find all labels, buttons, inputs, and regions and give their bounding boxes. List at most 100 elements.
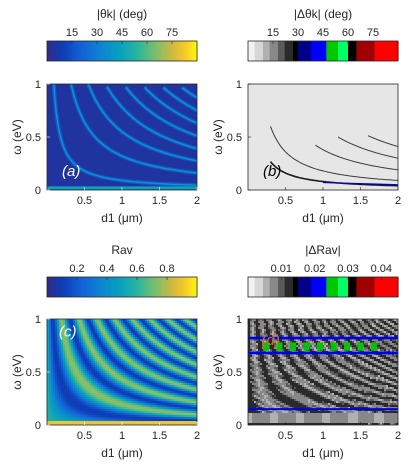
heatmap-cell (103, 321, 106, 324)
heatmap-cell (129, 407, 132, 410)
colorbar-cell (371, 277, 374, 297)
heatmap-cell (181, 389, 184, 392)
heatmap-cell (147, 369, 150, 372)
heatmap-cell (123, 377, 126, 380)
colorbar-cell (374, 41, 377, 61)
heatmap-cell (139, 373, 142, 376)
heatmap-cell (71, 387, 74, 390)
heatmap-cell (63, 379, 66, 382)
colorbar-cell (383, 41, 386, 61)
heatmap-cell (69, 413, 72, 416)
colorbar-cell (353, 41, 356, 61)
heatmap-cell (61, 353, 64, 356)
heatmap-cell (89, 345, 92, 348)
heatmap-cell (260, 391, 263, 394)
heatmap-cell (61, 401, 64, 404)
heatmap-cell (189, 393, 192, 396)
heatmap-cell (155, 365, 158, 368)
heatmap-cell (113, 419, 116, 422)
heatmap-cell (266, 365, 269, 368)
heatmap-cell (127, 411, 130, 414)
heatmap-cell (125, 391, 128, 394)
heatmap-cell (81, 355, 84, 358)
heatmap-cell (51, 357, 54, 360)
heatmap-cell (161, 417, 164, 420)
heatmap-cell (131, 377, 134, 380)
heatmap-cell (119, 383, 122, 386)
heatmap-cell (258, 397, 261, 400)
heatmap-cell (51, 375, 54, 378)
heatmap-cell (87, 355, 90, 358)
heatmap-cell (97, 381, 100, 384)
heatmap-cell (89, 335, 92, 338)
heatmap-cell (175, 367, 178, 370)
heatmap-cell (87, 335, 90, 338)
heatmap-cell (81, 353, 84, 356)
heatmap-cell (133, 329, 136, 332)
heatmap-cell (167, 329, 170, 332)
heatmap-cell (111, 349, 114, 352)
heatmap-cell (85, 321, 88, 324)
heatmap-cell (119, 347, 122, 350)
heatmap-cell (109, 419, 112, 422)
heatmap-cell (81, 319, 84, 322)
heatmap-cell (129, 385, 132, 388)
heatmap-cell (159, 397, 162, 400)
heatmap-cell (151, 415, 154, 418)
heatmap-cell (133, 339, 136, 342)
heatmap-cell (248, 321, 251, 324)
heatmap-cell (262, 395, 265, 398)
heatmap-cell (137, 349, 140, 352)
heatmap-cell (115, 411, 118, 414)
heatmap-cell (83, 415, 86, 418)
heatmap-cell (59, 367, 62, 370)
heatmap-cell (101, 323, 104, 326)
heatmap-cell (85, 387, 88, 390)
heatmap-cell (125, 419, 128, 422)
heatmap-cell (77, 341, 80, 344)
heatmap-cell (139, 409, 142, 412)
heatmap-cell (250, 323, 253, 326)
heatmap-cell (149, 341, 152, 344)
heatmap-cell (107, 371, 110, 374)
heatmap-cell (171, 401, 174, 404)
heatmap-cell (119, 327, 122, 330)
heatmap-cell (169, 377, 172, 380)
heatmap-cell (119, 359, 122, 362)
heatmap-cell (262, 373, 265, 376)
heatmap-cell (151, 349, 154, 352)
heatmap-cell (187, 339, 190, 342)
heatmap-cell (143, 395, 146, 398)
heatmap-cell (97, 371, 100, 374)
heatmap-cell (99, 419, 102, 422)
heatmap-cell (75, 333, 78, 336)
heatmap-cell (53, 409, 56, 412)
heatmap-cell (171, 415, 174, 418)
colorbar-cell (254, 277, 257, 297)
heatmap-cell (59, 409, 62, 412)
heatmap-cell (81, 401, 84, 404)
colorbar-cell (132, 41, 135, 61)
heatmap-cell (129, 353, 132, 356)
heatmap-cell (256, 361, 259, 364)
heatmap-cell (161, 399, 164, 402)
heatmap-cell (262, 423, 265, 425)
heatmap-cell (250, 393, 253, 396)
heatmap-cell (47, 381, 50, 384)
heatmap-cell (193, 329, 196, 332)
heatmap-cell (67, 389, 70, 392)
colorbar-cell (249, 41, 252, 61)
heatmap-cell (109, 377, 112, 380)
heatmap-cell (123, 349, 126, 352)
heatmap-cell (89, 327, 92, 330)
heatmap-cell (252, 367, 255, 370)
heatmap-cell (123, 379, 126, 382)
heatmap-cell (127, 373, 130, 376)
heatmap-cell (61, 421, 64, 424)
colorbar-cell (333, 277, 336, 297)
heatmap-cell (71, 419, 74, 422)
heatmap-cell (77, 361, 80, 364)
heatmap-cell (139, 381, 142, 384)
heatmap-cell (165, 371, 168, 374)
heatmap-cell (95, 327, 98, 330)
